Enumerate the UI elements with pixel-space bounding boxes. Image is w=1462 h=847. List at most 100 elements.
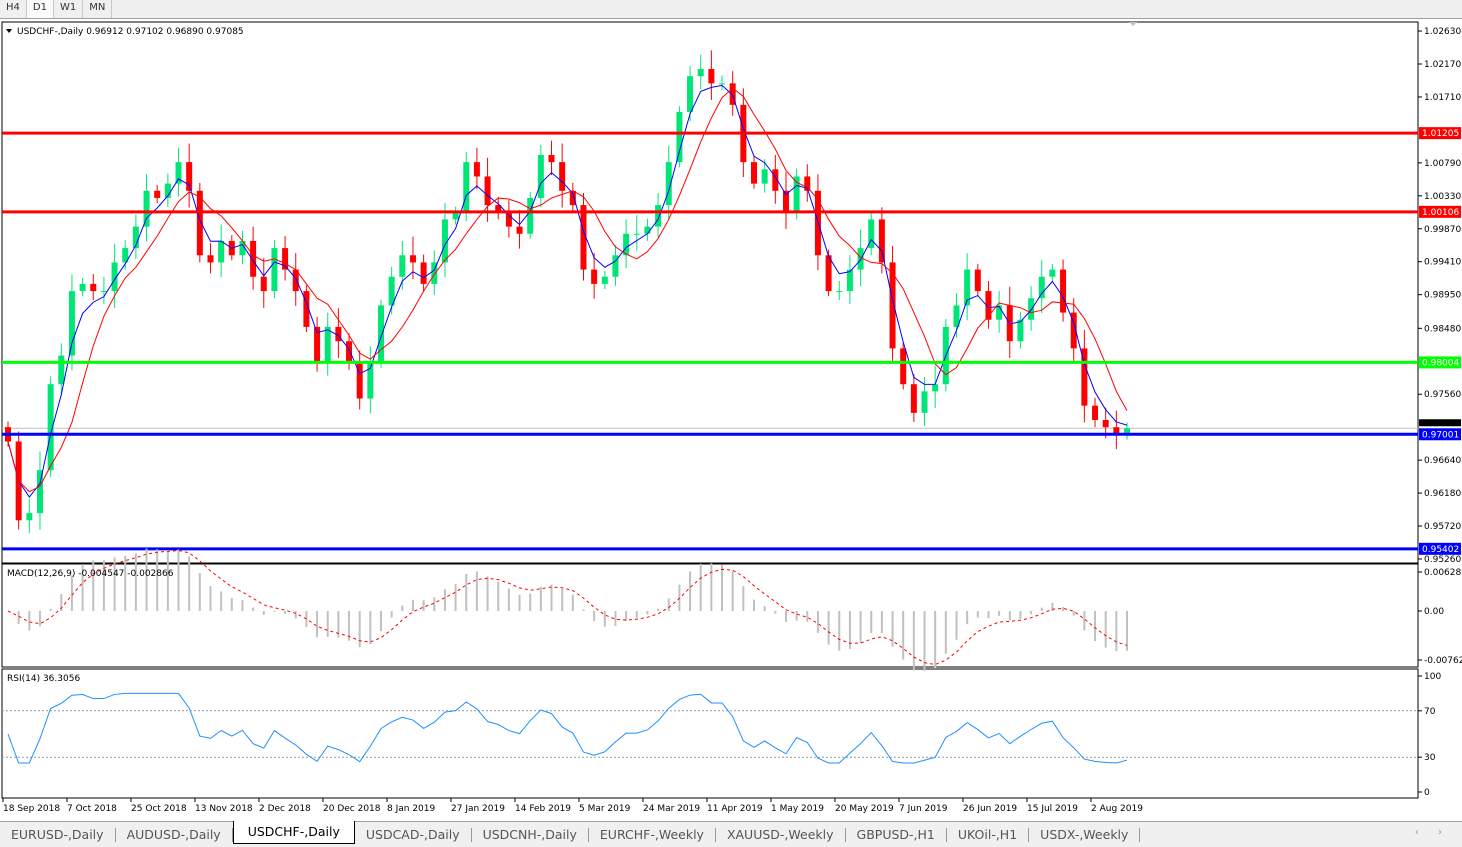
rsi-tick-label: 70 bbox=[1424, 707, 1436, 717]
candle bbox=[846, 255, 853, 304]
candle bbox=[697, 54, 704, 90]
candle-body bbox=[388, 276, 395, 306]
candle bbox=[559, 143, 566, 208]
candle bbox=[143, 174, 150, 242]
x-tick-label: 1 May 2019 bbox=[771, 804, 824, 814]
candle-body bbox=[719, 83, 726, 85]
rsi-tick-label: 0 bbox=[1424, 788, 1430, 798]
chart-tab[interactable]: USDCNH-,Daily bbox=[472, 827, 589, 842]
candle bbox=[687, 66, 694, 122]
candle bbox=[175, 147, 182, 197]
candle-body bbox=[154, 190, 161, 198]
timeframe-tab-w1[interactable]: W1 bbox=[54, 0, 84, 18]
timeframe-tab-h4[interactable]: H4 bbox=[0, 0, 27, 18]
candle-body bbox=[314, 326, 321, 363]
candle bbox=[132, 214, 139, 260]
candle-body bbox=[516, 226, 523, 234]
candle-body bbox=[346, 341, 353, 363]
chart-tabs-bar: EURUSD-,Daily AUDUSD-,Daily USDCHF-,Daily U… bbox=[0, 821, 1462, 847]
y-tick-label: 0.98480 bbox=[1424, 324, 1461, 334]
candle bbox=[537, 144, 544, 207]
chart-tab[interactable]: EURUSD-,Daily bbox=[0, 827, 116, 842]
candle-body bbox=[26, 513, 33, 521]
candle-body bbox=[868, 219, 875, 249]
y-tick-label: 0.96180 bbox=[1424, 489, 1461, 499]
candle-body bbox=[974, 269, 981, 292]
candle bbox=[68, 274, 75, 371]
candle bbox=[676, 106, 683, 168]
candle bbox=[655, 192, 662, 238]
chart-tab[interactable]: USDCAD-,Daily bbox=[355, 827, 472, 842]
candle-body bbox=[804, 176, 811, 191]
chart-tab[interactable]: USDX-,Weekly bbox=[1029, 827, 1141, 842]
timeframe-tab-d1[interactable]: D1 bbox=[26, 0, 54, 18]
candle-body bbox=[335, 326, 342, 342]
chart-window[interactable]: 1.02630 1.02170 1.01710 1.00790 1.00330 0.998… bbox=[0, 20, 1462, 820]
candle-body bbox=[303, 291, 310, 327]
candle bbox=[260, 258, 267, 308]
level-label: 1.00106 bbox=[1422, 208, 1459, 218]
candle-body bbox=[164, 183, 171, 198]
y-tick-label: 1.02630 bbox=[1424, 27, 1461, 37]
candle-body bbox=[207, 255, 214, 263]
candle bbox=[868, 211, 875, 256]
candle bbox=[729, 71, 736, 116]
candle-body bbox=[484, 176, 491, 206]
macd-tick-label: -0.00762 bbox=[1424, 656, 1462, 666]
chart-tab[interactable]: EURCHF-,Weekly bbox=[589, 827, 716, 842]
rsi-tick-label: 30 bbox=[1424, 753, 1436, 763]
candle bbox=[250, 226, 257, 290]
candle-body bbox=[751, 162, 757, 184]
candle-body bbox=[420, 262, 427, 284]
candle-body bbox=[122, 248, 129, 263]
candle bbox=[708, 50, 715, 101]
chart-tab[interactable]: AUDUSD-,Daily bbox=[116, 827, 233, 842]
timeframe-toolbar: H4 D1 W1 MN bbox=[0, 0, 1462, 19]
chart-tab[interactable]: GBPUSD-,H1 bbox=[846, 827, 947, 842]
candle-body bbox=[132, 226, 139, 249]
candle-body bbox=[878, 219, 885, 263]
level-label-bg bbox=[1419, 428, 1461, 441]
x-tick-label: 13 Nov 2018 bbox=[195, 804, 253, 814]
x-tick-label: 14 Feb 2019 bbox=[515, 804, 571, 814]
candle bbox=[612, 245, 619, 286]
candle-body bbox=[409, 255, 416, 263]
y-tick-label: 0.99870 bbox=[1424, 225, 1461, 235]
candle bbox=[420, 254, 427, 292]
timeframe-tab-mn[interactable]: MN bbox=[83, 0, 113, 18]
candle bbox=[910, 374, 917, 422]
candle bbox=[26, 498, 33, 534]
candle bbox=[569, 182, 576, 213]
x-tick-label: 20 Dec 2018 bbox=[323, 804, 381, 814]
candle bbox=[1049, 263, 1056, 282]
candle-body bbox=[761, 169, 768, 184]
candle bbox=[452, 206, 459, 225]
chart-tab[interactable]: UKOil-,H1 bbox=[947, 827, 1030, 842]
candle-body bbox=[644, 226, 651, 234]
candle bbox=[271, 240, 278, 299]
candle-body bbox=[1102, 420, 1109, 428]
candle-body bbox=[90, 283, 97, 292]
y-tick-label: 0.97560 bbox=[1424, 390, 1461, 400]
candle-body bbox=[143, 190, 150, 227]
candle-body bbox=[676, 111, 683, 163]
x-tick-label: 7 Jun 2019 bbox=[899, 804, 948, 814]
candle-body bbox=[250, 240, 257, 277]
price-pane bbox=[1, 21, 1419, 564]
candle-body bbox=[655, 205, 662, 227]
candle-body bbox=[921, 391, 928, 413]
chart-tab[interactable]: USDCHF-,Daily bbox=[232, 821, 355, 844]
y-tick-label: 0.95260 bbox=[1424, 555, 1461, 565]
candle bbox=[719, 75, 726, 91]
chart-tab[interactable]: XAUUSD-,Weekly bbox=[716, 827, 846, 842]
candle-body bbox=[47, 384, 54, 471]
tab-scroll-arrows[interactable]: ‹ › bbox=[1414, 827, 1450, 838]
candle-body bbox=[452, 212, 459, 220]
candle-body bbox=[708, 69, 715, 84]
candle bbox=[665, 145, 672, 220]
candle bbox=[1070, 298, 1077, 362]
level-label-bg bbox=[1419, 356, 1461, 369]
candle-body bbox=[271, 248, 278, 292]
candle bbox=[186, 143, 193, 208]
candle-body bbox=[580, 205, 587, 270]
